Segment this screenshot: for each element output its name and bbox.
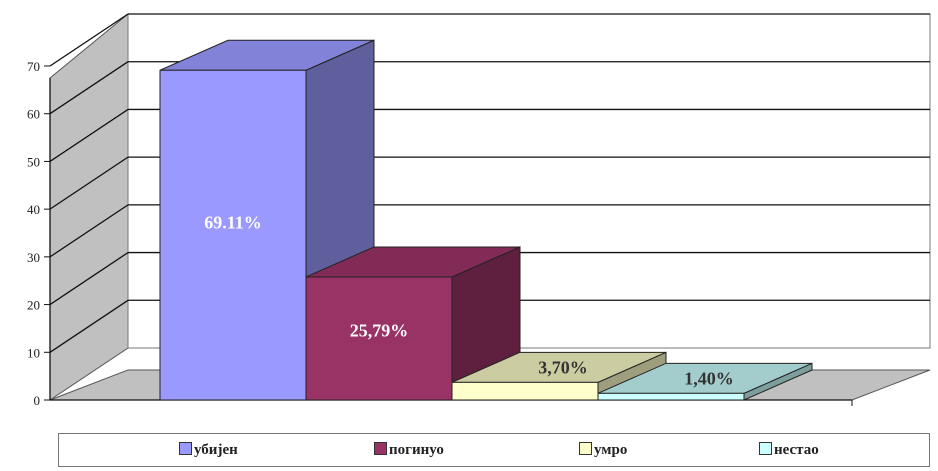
legend-swatch [374, 442, 387, 455]
y-tick-label: 50 [27, 154, 40, 169]
side-gridline [49, 13, 129, 67]
y-tick-label: 20 [27, 298, 40, 313]
bar-1 [159, 39, 375, 401]
data-label: 69.11% [204, 213, 262, 233]
side-gridline [49, 299, 129, 353]
legend-item: умро [579, 442, 627, 459]
y-tick-label: 60 [27, 107, 40, 122]
legend: убијен погинуо умро нестао [58, 433, 930, 467]
side-gridline [49, 252, 129, 306]
legend-swatch [179, 442, 192, 455]
legend-item: погинуо [374, 442, 444, 459]
side-gridline [49, 204, 129, 258]
data-label: 1,40% [684, 368, 734, 388]
data-labels: 69.11% 25,79% 3,70% 1,40% [204, 213, 734, 389]
bar-front [159, 69, 307, 401]
bar-4 [597, 362, 813, 401]
bar-front [305, 276, 453, 401]
bar-3 [451, 351, 667, 401]
y-tick-label: 0 [34, 393, 41, 408]
data-label: 3,70% [538, 357, 588, 377]
y-tick-label: 30 [27, 250, 40, 265]
legend-item: убијен [179, 442, 238, 459]
bar-front [597, 392, 745, 401]
legend-label: погинуо [389, 442, 444, 458]
legend-swatch [579, 442, 592, 455]
legend-label: нестао [774, 442, 819, 458]
y-tick-label: 40 [27, 202, 40, 217]
bars [159, 39, 813, 401]
side-gridline [49, 108, 129, 162]
side-gridline [49, 61, 129, 115]
bar-front [451, 381, 599, 401]
y-axis-ticks: 0 10 20 30 40 50 60 70 [27, 59, 50, 408]
y-tick-label: 10 [27, 345, 40, 360]
data-label: 25,79% [350, 321, 409, 341]
side-wall [49, 12, 129, 401]
y-tick-label: 70 [27, 59, 40, 74]
legend-label: умро [594, 442, 628, 458]
legend-swatch [759, 442, 772, 455]
legend-label: убијен [194, 442, 238, 458]
side-gridline [49, 156, 129, 210]
legend-item: нестао [759, 442, 819, 459]
